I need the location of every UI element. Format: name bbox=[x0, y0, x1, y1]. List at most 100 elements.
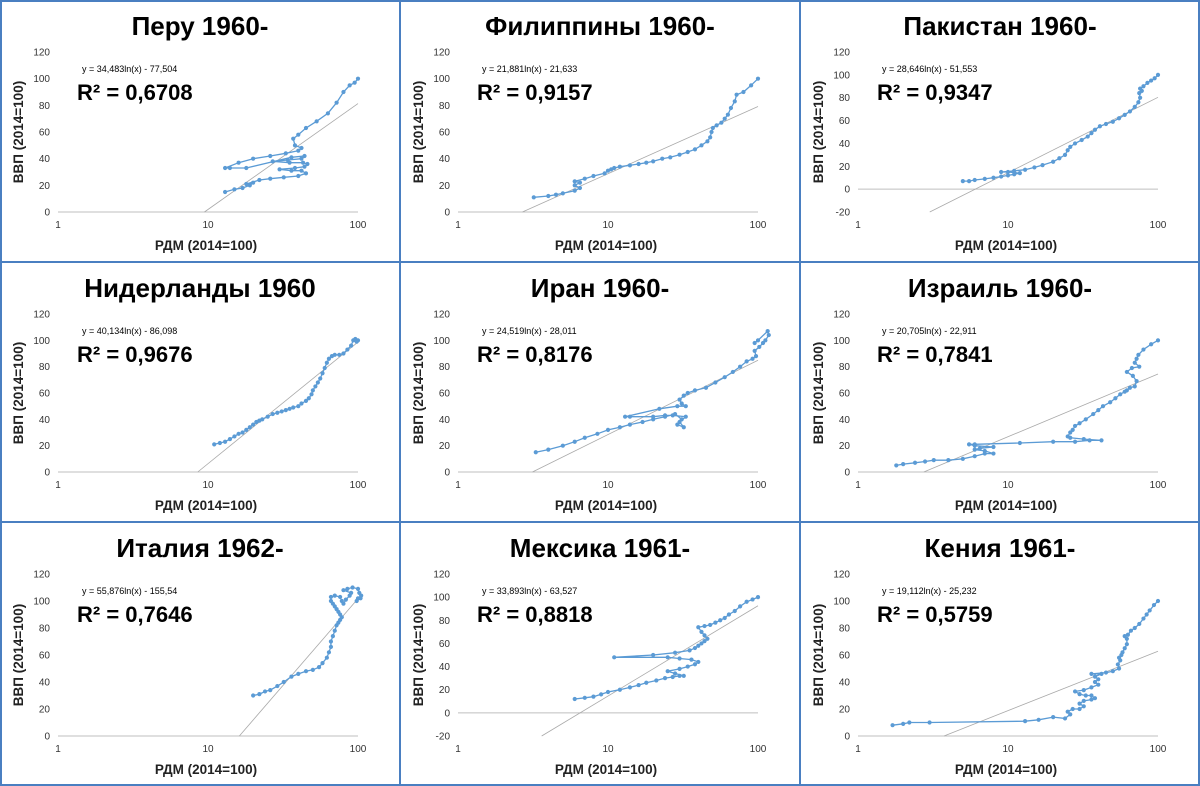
x-tick-label: 1 bbox=[55, 480, 61, 491]
x-tick-label: 1 bbox=[455, 220, 461, 231]
data-point bbox=[1065, 434, 1070, 439]
data-point bbox=[662, 413, 668, 418]
data-point bbox=[665, 655, 670, 660]
data-point bbox=[281, 679, 286, 685]
data-point bbox=[982, 448, 987, 454]
y-tick-label: 120 bbox=[433, 310, 450, 321]
data-point bbox=[268, 688, 273, 693]
data-point bbox=[310, 667, 315, 672]
data-point bbox=[310, 388, 315, 393]
data-point bbox=[617, 425, 622, 430]
x-tick-label: 100 bbox=[350, 220, 367, 231]
chart-panel-kenya: Кения 1961- 0 20 40 60 80 100 120 1 10 100 РДМ (201… bbox=[800, 522, 1200, 786]
data-point bbox=[757, 344, 762, 350]
data-point bbox=[1051, 159, 1056, 164]
y-tick-label: 40 bbox=[839, 139, 851, 150]
data-point bbox=[687, 648, 692, 653]
data-point bbox=[533, 450, 538, 455]
x-axis-label: РДМ (2014=100) bbox=[155, 498, 257, 513]
data-point bbox=[651, 414, 656, 419]
data-point bbox=[232, 187, 237, 192]
data-point bbox=[358, 596, 363, 601]
trendline bbox=[197, 341, 359, 473]
r-squared: R² = 0,5759 bbox=[877, 602, 993, 627]
data-point bbox=[732, 608, 737, 614]
data-point bbox=[931, 458, 936, 463]
data-point bbox=[730, 369, 735, 375]
y-tick-label: 80 bbox=[439, 101, 451, 112]
data-point bbox=[627, 163, 633, 168]
data-point bbox=[1051, 715, 1056, 720]
data-point bbox=[572, 696, 577, 702]
data-point bbox=[591, 173, 596, 179]
data-point bbox=[244, 427, 249, 432]
data-point bbox=[644, 160, 649, 165]
data-point bbox=[222, 165, 228, 171]
chart-panel-philippines: Филиппины 1960- 0 20 40 60 80 100 120 1 10 100 РДМ … bbox=[400, 0, 800, 262]
data-point bbox=[605, 427, 611, 432]
data-point bbox=[999, 174, 1004, 179]
x-tick-label: 1 bbox=[455, 480, 461, 491]
data-point bbox=[281, 175, 286, 180]
data-point bbox=[1149, 342, 1154, 347]
y-tick-label: 60 bbox=[39, 128, 51, 139]
data-point bbox=[227, 165, 233, 171]
data-point bbox=[927, 720, 932, 725]
data-point bbox=[732, 99, 737, 104]
data-point bbox=[722, 615, 727, 621]
data-point bbox=[1072, 141, 1078, 146]
data-point bbox=[627, 422, 633, 427]
data-point bbox=[755, 76, 761, 81]
data-point bbox=[685, 390, 690, 396]
data-point bbox=[1108, 400, 1113, 405]
data-point bbox=[257, 692, 262, 697]
data-point bbox=[240, 430, 245, 435]
y-tick-label: 40 bbox=[39, 154, 51, 165]
data-point bbox=[679, 401, 684, 406]
data-point bbox=[572, 188, 577, 193]
data-point bbox=[1005, 169, 1011, 175]
data-point bbox=[617, 164, 622, 169]
y-tick-label: 100 bbox=[33, 74, 50, 85]
data-point bbox=[1120, 650, 1125, 655]
y-tick-label: 20 bbox=[839, 705, 851, 716]
data-point bbox=[305, 161, 310, 167]
data-point bbox=[1099, 438, 1104, 443]
chart-title: Филиппины 1960- bbox=[485, 11, 715, 41]
data-point bbox=[685, 149, 690, 155]
data-point bbox=[320, 371, 325, 376]
x-axis-label: РДМ (2014=100) bbox=[555, 498, 657, 513]
data-point bbox=[1072, 423, 1078, 429]
data-point bbox=[1022, 719, 1028, 724]
data-point bbox=[710, 125, 715, 131]
data-point bbox=[665, 669, 670, 674]
data-point bbox=[236, 431, 241, 436]
y-tick-label: 60 bbox=[839, 116, 851, 127]
data-point bbox=[296, 173, 301, 179]
y-tick-label: 40 bbox=[839, 678, 851, 689]
y-tick-label: 0 bbox=[44, 732, 50, 743]
y-tick-label: 0 bbox=[444, 708, 450, 719]
data-point bbox=[279, 409, 284, 414]
data-point bbox=[1125, 632, 1131, 637]
y-tick-label: 100 bbox=[833, 70, 850, 81]
x-axis-label: РДМ (2014=100) bbox=[555, 762, 657, 777]
data-point bbox=[275, 683, 280, 689]
y-axis-label: ВВП (2014=100) bbox=[11, 81, 26, 183]
data-point bbox=[752, 340, 757, 346]
data-point bbox=[999, 169, 1004, 175]
data-point bbox=[689, 657, 694, 662]
data-point bbox=[283, 151, 288, 156]
data-point bbox=[722, 375, 727, 380]
data-point bbox=[1072, 689, 1078, 694]
data-point bbox=[291, 405, 296, 410]
chart-panel-iran: Иран 1960- 0 20 40 60 80 100 120 1 10 100 РДМ (2014… bbox=[400, 262, 800, 522]
x-axis-label: РДМ (2014=100) bbox=[955, 238, 1057, 253]
data-point bbox=[972, 442, 977, 447]
data-point bbox=[328, 644, 334, 649]
data-point bbox=[1141, 347, 1146, 352]
x-tick-label: 100 bbox=[750, 220, 767, 231]
data-point bbox=[572, 439, 577, 444]
y-tick-label: 40 bbox=[39, 415, 51, 426]
